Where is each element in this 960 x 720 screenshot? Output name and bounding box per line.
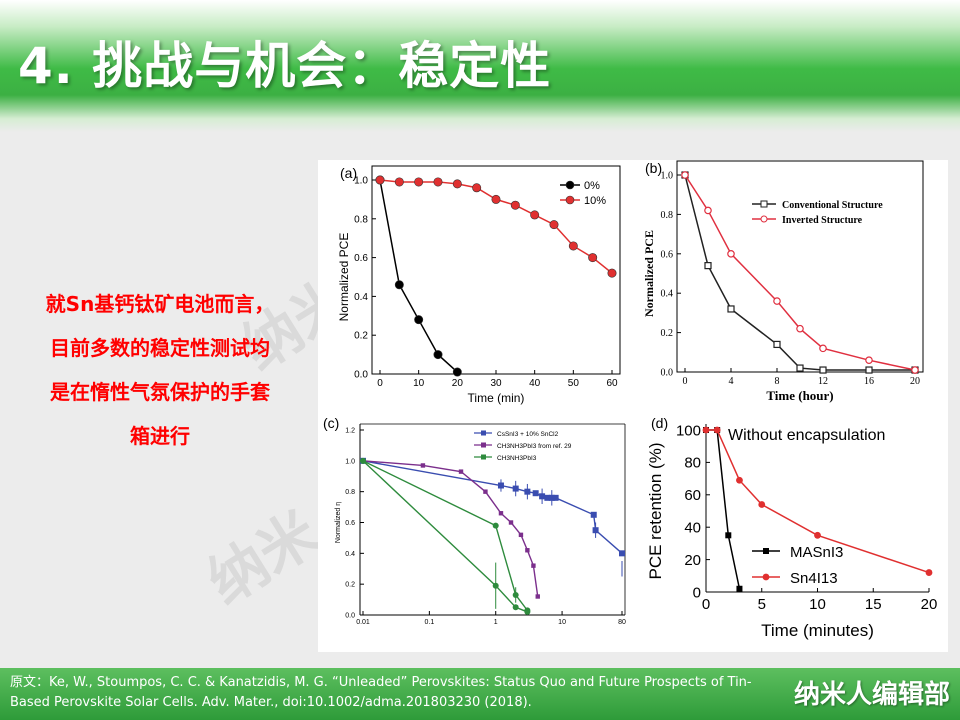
- brand-label: 纳米人编辑部: [793, 680, 950, 710]
- summary-line: 就Sn基钙钛矿电池而言，: [45, 292, 275, 316]
- figure-panel: [318, 160, 948, 652]
- summary-line: 目前多数的稳定性测试均: [50, 336, 270, 360]
- slide-title: 4. 挑战与机会：稳定性: [18, 37, 552, 95]
- summary-line: 箱进行: [130, 424, 190, 448]
- citation-text: 原文：Ke, W., Stoumpos, C. C. & Kanatzidis,…: [10, 675, 752, 710]
- summary-text: 就Sn基钙钛矿电池而言， 目前多数的稳定性测试均 是在惰性气氛保护的手套 箱进行: [4, 282, 316, 458]
- summary-line: 是在惰性气氛保护的手套: [50, 380, 270, 404]
- title-banner: [0, 0, 960, 132]
- footer-bar: [0, 668, 960, 720]
